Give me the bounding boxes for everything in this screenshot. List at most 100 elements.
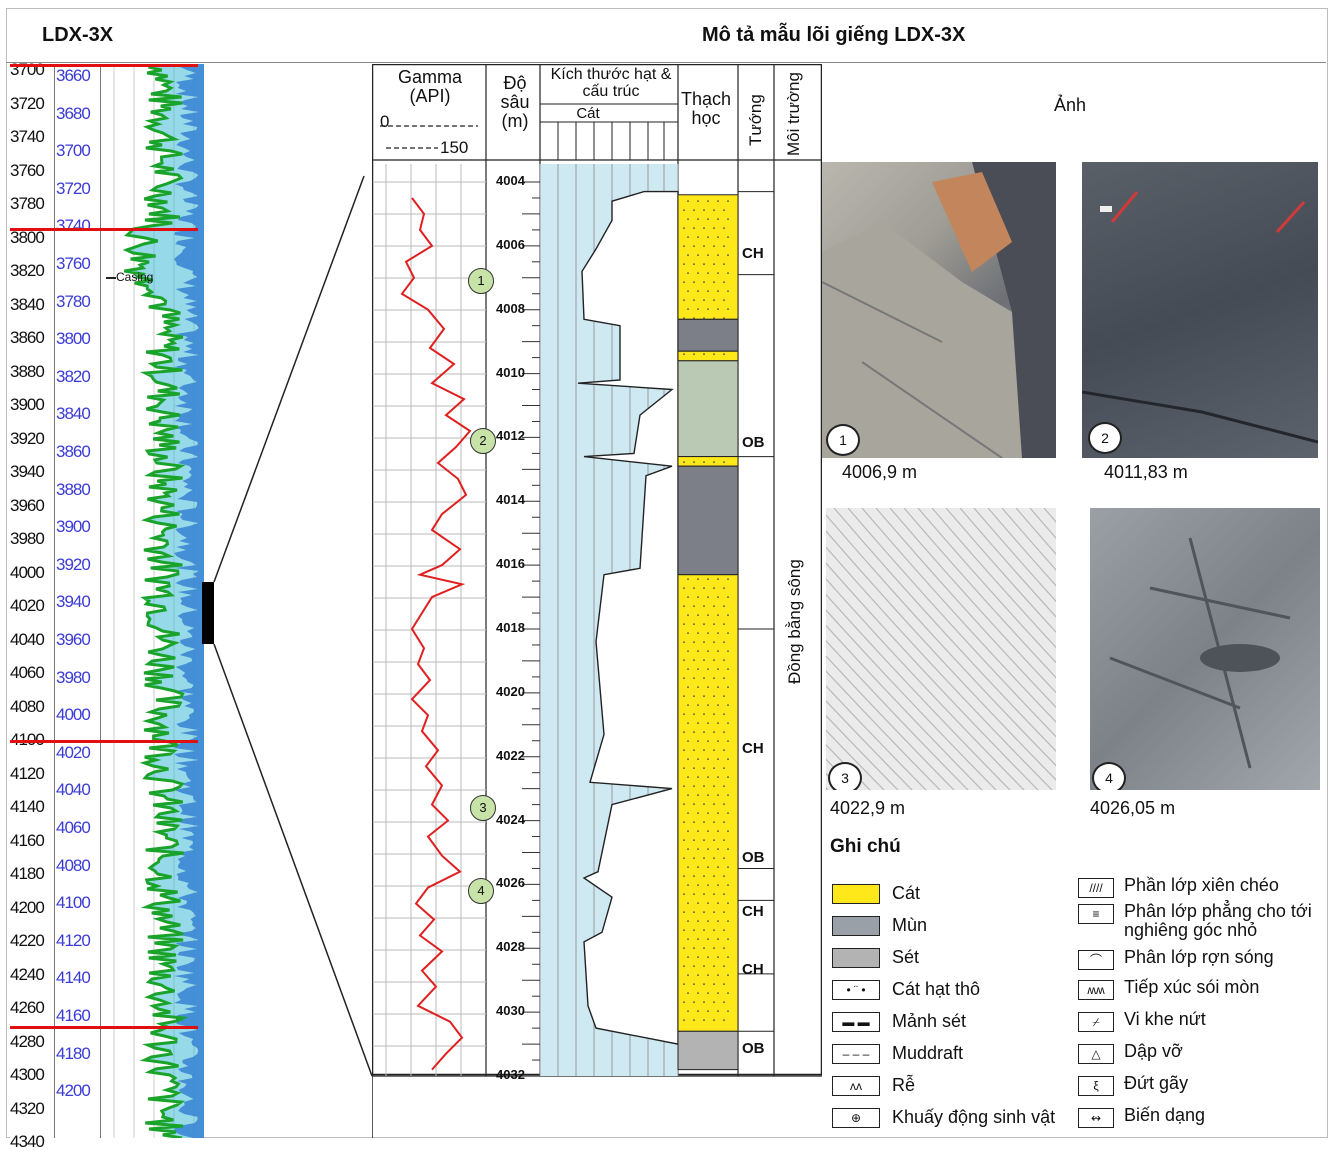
- sand-dot: [703, 731, 705, 734]
- sand-dot: [683, 749, 685, 752]
- sand-dot: [727, 200, 729, 203]
- sand-dot: [697, 848, 699, 851]
- sand-dot: [697, 254, 699, 257]
- core-section-graphic: [372, 64, 822, 1138]
- sand-dot: [723, 1019, 725, 1022]
- sand-dot: [693, 713, 695, 716]
- core-photo-4: 4: [1090, 508, 1320, 790]
- sand-dot: [703, 245, 705, 248]
- sand-dot: [713, 983, 715, 986]
- sand-dot: [717, 308, 719, 311]
- facies-label: OB: [742, 433, 765, 451]
- log-curves: [113, 64, 204, 1138]
- legend-structure-symbol: ≡: [1078, 904, 1114, 924]
- sand-dot: [707, 794, 709, 797]
- sand-dot: [693, 965, 695, 968]
- sand-dot: [717, 254, 719, 257]
- md-depth-label: 4060: [10, 663, 45, 682]
- facies-label: CH: [742, 960, 764, 978]
- md-depth-label: 4120: [10, 763, 45, 783]
- sand-dot: [717, 614, 719, 617]
- photo-4-texture: [1109, 537, 1291, 769]
- legend-structure-symbol: ʍʍ: [1078, 980, 1114, 1000]
- core-depth-label: 4028: [496, 939, 525, 955]
- core-depth-label: 4004: [496, 173, 525, 188]
- sand-dot: [723, 857, 725, 860]
- sand-dot: [697, 290, 699, 293]
- sand-dot: [683, 677, 685, 680]
- md-depth-label: 3860: [10, 328, 45, 347]
- gamma-max: 150: [440, 138, 469, 157]
- sand-dot: [713, 965, 715, 968]
- sand-dot: [713, 803, 715, 806]
- sand-dot: [693, 605, 695, 608]
- sand-dot: [707, 632, 709, 635]
- sand-dot: [727, 938, 729, 941]
- sand-dot: [717, 218, 719, 221]
- sand-dot: [683, 821, 685, 824]
- sample-marker: 1: [468, 267, 494, 294]
- lithology-bed: [677, 465, 739, 576]
- sand-dot: [707, 938, 709, 941]
- md-depth-label: 3900: [10, 395, 45, 414]
- sand-dot: [707, 830, 709, 833]
- sand-dot: [687, 938, 689, 941]
- sand-dot: [703, 965, 705, 968]
- gamma-ray-curve: [400, 197, 472, 1071]
- lithology-bed: [677, 360, 739, 458]
- sand-dot: [703, 929, 705, 932]
- porosity-fill: [124, 64, 204, 1138]
- core-depth-label: 4018: [496, 620, 525, 635]
- tvd-depth-label: 3720: [56, 178, 91, 198]
- lamination-line: [826, 639, 969, 790]
- lamination-line: [826, 700, 913, 790]
- sand-dot: [717, 290, 719, 293]
- md-depth-label: 4220: [10, 931, 45, 950]
- sand-dot: [713, 461, 715, 464]
- sand-dot: [693, 623, 695, 626]
- sand-dot: [683, 353, 685, 356]
- lamination-line: [917, 508, 1056, 664]
- lamination-line: [826, 546, 1053, 790]
- md-depth-label: 4180: [10, 864, 45, 883]
- sand-dot: [703, 875, 705, 878]
- sand-dot: [693, 263, 695, 266]
- sand-dot: [713, 767, 715, 770]
- lithology-bed: [677, 456, 739, 467]
- sand-dot: [707, 668, 709, 671]
- sand-dot: [687, 704, 689, 707]
- sand-dot: [703, 353, 705, 356]
- legend-symbol-roots: ʌʌ: [832, 1076, 880, 1096]
- sand-dot: [687, 740, 689, 743]
- sand-dot: [703, 677, 705, 680]
- lamination-line: [987, 508, 1056, 587]
- sand-dot: [717, 830, 719, 833]
- sand-dot: [713, 929, 715, 932]
- sand-dot: [697, 866, 699, 869]
- sand-dot: [723, 209, 725, 212]
- sand-dot: [703, 839, 705, 842]
- formation-marker: [10, 64, 198, 67]
- sand-dot: [697, 614, 699, 617]
- sand-dot: [723, 839, 725, 842]
- sand-dot: [697, 884, 699, 887]
- sand-dot: [717, 650, 719, 653]
- lamination-line: [826, 670, 941, 790]
- tvd-depth-label: 4080: [56, 855, 91, 875]
- sand-dot: [697, 794, 699, 797]
- tvd-depth-label: 3920: [56, 554, 91, 574]
- sand-dot: [703, 641, 705, 644]
- sand-dot: [717, 578, 719, 581]
- tvd-depth-label: 3960: [56, 630, 91, 649]
- sand-dot: [723, 965, 725, 968]
- core-depth-label: 4026: [496, 875, 525, 891]
- core-photo-1: 1: [822, 162, 1056, 458]
- sand-dot: [703, 947, 705, 950]
- tvd-depth-label: 4200: [56, 1081, 91, 1101]
- tvd-depth-label: 3660: [56, 66, 91, 85]
- sand-dot: [723, 983, 725, 986]
- sand-dot: [723, 605, 725, 608]
- sand-dot: [727, 596, 729, 599]
- lamination-line: [826, 593, 1011, 790]
- lithology-bed: [677, 1030, 739, 1071]
